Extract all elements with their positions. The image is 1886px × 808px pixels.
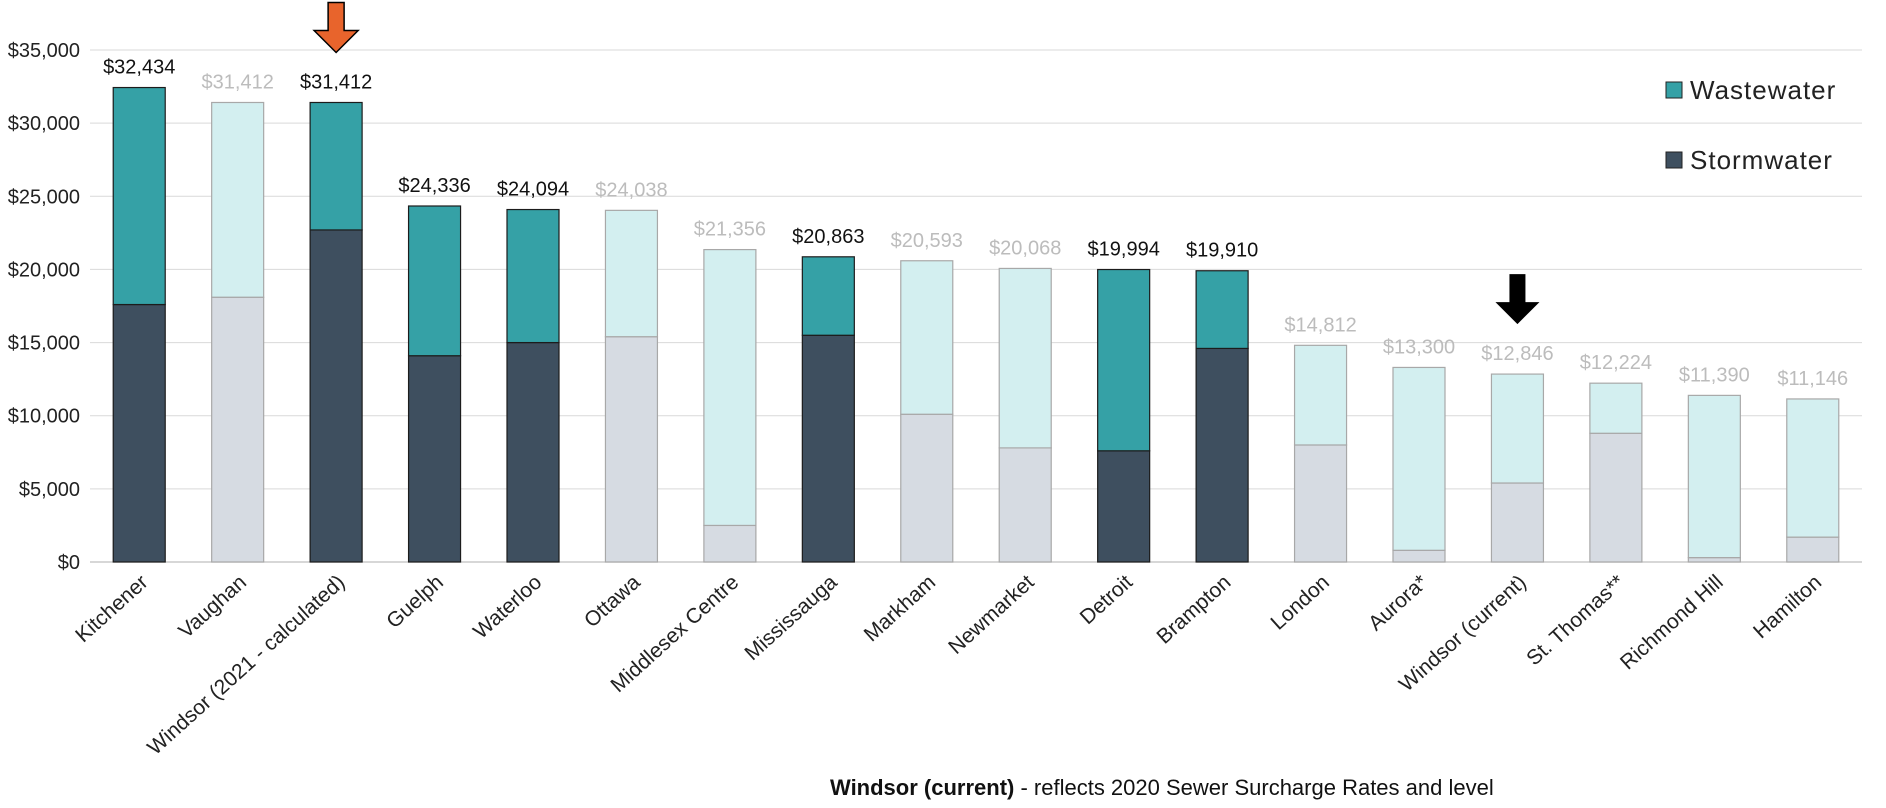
x-tick-label: Guelph [382, 571, 448, 633]
data-label-total: $19,910 [1186, 240, 1258, 262]
x-tick-label: Waterloo [469, 571, 546, 644]
bar-stormwater [506, 341, 560, 563]
x-tick-label: Ottawa [580, 570, 645, 632]
arrow-markers [312, 1, 1540, 325]
bars [112, 86, 1840, 563]
x-tick-label: London [1266, 571, 1333, 635]
bar-wastewater [604, 209, 659, 338]
bar-wastewater [1687, 394, 1741, 559]
data-label-total: $12,224 [1580, 352, 1652, 374]
bar-stormwater [112, 303, 166, 563]
x-tick-label: Aurora* [1364, 571, 1432, 636]
gridlines [90, 49, 1862, 563]
bar-stormwater [1589, 432, 1643, 563]
y-tick-label: $35,000 [8, 40, 80, 62]
data-label-total: $21,356 [694, 219, 766, 241]
legend-label-wastewater: Wastewater [1690, 75, 1836, 105]
legend-swatch-wastewater [1665, 81, 1683, 99]
data-label-total: $24,094 [497, 179, 569, 201]
data-label-total: $31,412 [300, 71, 372, 93]
bar-wastewater [211, 101, 265, 298]
y-tick-label: $10,000 [8, 406, 80, 428]
bar-stormwater [1293, 444, 1348, 563]
x-tick-label: Detroit [1076, 571, 1137, 630]
bar-stormwater [998, 447, 1052, 563]
bar-wastewater [112, 86, 166, 306]
y-tick-label: $30,000 [8, 113, 80, 135]
data-label-total: $24,038 [595, 179, 667, 201]
x-tick-label: Richmond Hill [1616, 571, 1728, 675]
bar-stormwater [1786, 536, 1840, 563]
bar-wastewater [1490, 373, 1545, 484]
bar-stormwater [1687, 557, 1741, 563]
bar-wastewater [1589, 382, 1643, 434]
bar-wastewater [703, 248, 757, 527]
bar-wastewater [1195, 270, 1249, 350]
data-label-total: $14,812 [1284, 314, 1356, 336]
legend-label-stormwater: Stormwater [1690, 145, 1833, 175]
arrow-down-icon [1495, 274, 1540, 325]
y-tick-label: $20,000 [8, 259, 80, 281]
bar-stormwater [900, 413, 954, 563]
x-tick-label: Windsor (2021 - calculated) [143, 571, 349, 760]
data-label-total: $31,412 [202, 71, 274, 93]
bar-stormwater [1392, 549, 1446, 563]
data-label-total: $13,300 [1383, 336, 1455, 358]
bar-stormwater [407, 355, 462, 563]
bar-stormwater [309, 229, 363, 563]
data-label-total: $11,146 [1777, 368, 1848, 390]
bar-wastewater [900, 260, 954, 415]
bar-wastewater [1097, 268, 1151, 452]
y-axis: $0 $5,000 $10,000 $15,000 $20,000 $25,000 $30,… [8, 40, 80, 574]
data-label-total: $19,994 [1088, 239, 1160, 261]
footnote-bold: Windsor (current) [830, 775, 1014, 800]
x-tick-label: Mississauga [740, 570, 841, 665]
arrow-down-icon [312, 1, 360, 54]
bar-wastewater [1786, 398, 1840, 538]
x-tick-label: St. Thomas** [1522, 571, 1629, 671]
legend: Wastewater Stormwater [1665, 75, 1836, 175]
data-label-total: $32,434 [103, 57, 175, 79]
data-labels: $32,434 $31,412 $31,412 $24,336 $24,094 $24,0… [103, 57, 1848, 390]
x-tick-label: Brampton [1152, 571, 1235, 649]
footnote: Windsor (current) - reflects 2020 Sewer … [830, 775, 1494, 800]
y-tick-label: $0 [58, 552, 80, 574]
bar-stormwater [604, 336, 659, 563]
data-label-total: $20,863 [792, 226, 864, 248]
legend-swatch-stormwater [1665, 151, 1683, 169]
x-tick-label: Hamilton [1749, 571, 1826, 644]
bar-wastewater [1392, 366, 1446, 551]
bar-stormwater [1195, 347, 1249, 563]
y-tick-label: $25,000 [8, 186, 80, 208]
bar-wastewater [1293, 344, 1348, 446]
data-label-total: $24,336 [398, 175, 470, 197]
bar-stormwater [1097, 450, 1151, 563]
y-tick-label: $5,000 [19, 479, 80, 501]
bar-stormwater [211, 296, 265, 563]
data-label-total: $20,068 [989, 237, 1061, 259]
bar-stormwater [1490, 482, 1545, 563]
bar-wastewater [506, 208, 560, 344]
data-label-total: $12,846 [1481, 343, 1553, 365]
x-tick-label: Vaughan [174, 571, 251, 643]
x-tick-label: Markham [860, 571, 940, 647]
bar-wastewater [309, 101, 363, 231]
bar-stormwater [703, 524, 757, 563]
x-tick-label: Newmarket [944, 571, 1038, 659]
bar-wastewater [998, 267, 1052, 449]
data-label-total: $20,593 [891, 230, 963, 252]
bar-stormwater [801, 334, 855, 563]
data-label-total: $11,390 [1679, 364, 1750, 386]
y-tick-label: $15,000 [8, 333, 80, 355]
bar-wastewater [801, 256, 855, 336]
footnote-rest: - reflects 2020 Sewer Surcharge Rates an… [1014, 775, 1493, 800]
x-tick-label: Kitchener [71, 571, 152, 647]
bar-wastewater [407, 205, 462, 357]
